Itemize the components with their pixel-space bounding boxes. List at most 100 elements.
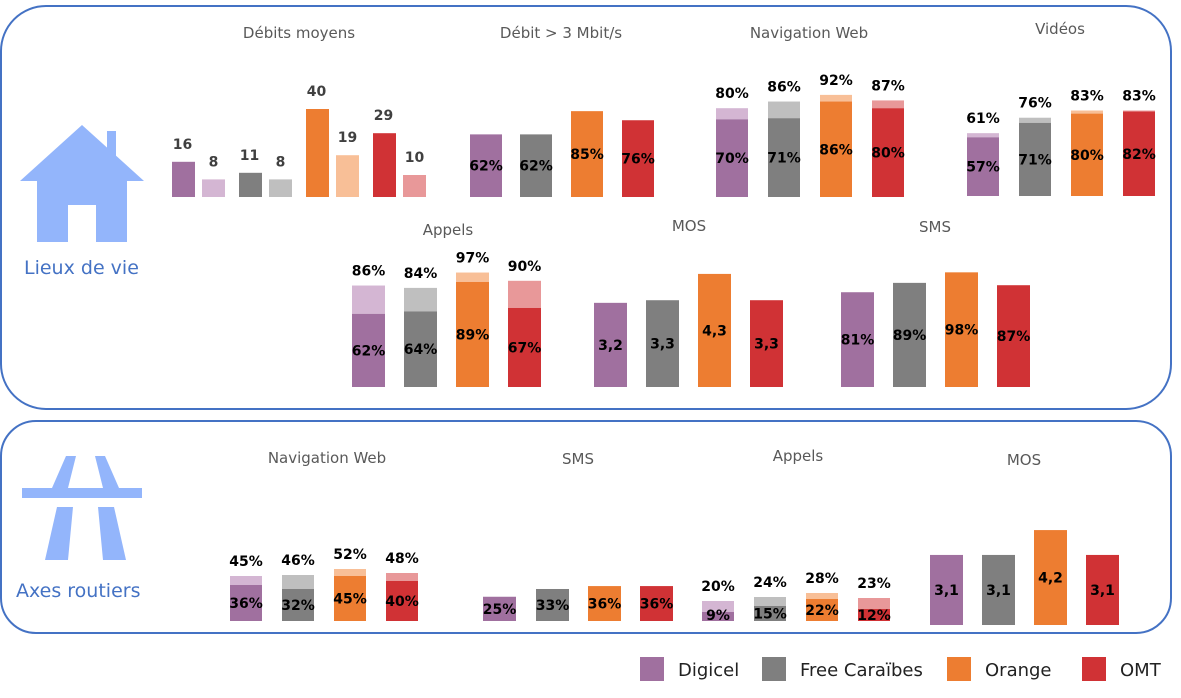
label-inner: 80%: [871, 146, 905, 162]
label-value: 33%: [536, 598, 570, 614]
label-inner: 36%: [229, 596, 263, 612]
bar-Digicel: [594, 302, 627, 387]
label-value: 36%: [640, 597, 674, 613]
label-value: 4,2: [1038, 571, 1063, 587]
bar-total-Orange: [806, 593, 838, 599]
label-inner: 89%: [456, 327, 490, 343]
bar-Free Caraïbes: [893, 282, 926, 387]
bar-inner-OMT: [872, 108, 904, 197]
label-total: 83%: [1070, 89, 1104, 105]
bar-inner-Digicel: [967, 137, 999, 196]
chart-appels1: Appels 86% 62% 84% 64% 97% 89% 90% 67%: [352, 221, 541, 387]
bar-total-Free Caraïbes: [404, 287, 437, 312]
bar-inner-Orange: [1071, 113, 1103, 196]
bar-inner-Free Caraïbes: [768, 118, 800, 197]
bar-total-Digicel: [230, 576, 262, 585]
label-value: 3,3: [754, 337, 779, 353]
bar-total-Free Caraïbes: [768, 101, 800, 119]
chart-sms2: SMS 25% 33% 36% 36%: [483, 450, 674, 621]
label-inner: 32%: [281, 598, 315, 614]
chart-title: Navigation Web: [268, 449, 386, 467]
chart-title: MOS: [672, 217, 706, 235]
label-value: 8: [276, 154, 286, 170]
label-value: 3,1: [934, 583, 959, 599]
label-inner: 86%: [819, 142, 853, 158]
label-value: 62%: [519, 159, 553, 175]
bar-total-OMT: [508, 280, 541, 308]
label-inner: 57%: [966, 160, 1000, 176]
label-value: 29: [374, 108, 393, 124]
label-total: 86%: [767, 80, 801, 96]
bar-Orange: [336, 155, 359, 197]
legend-label: Digicel: [678, 660, 739, 681]
label-value: 40: [307, 84, 327, 100]
label-total: 83%: [1122, 89, 1156, 105]
bar-inner-OMT: [1123, 111, 1155, 196]
label-total: 92%: [819, 73, 853, 89]
bar-OMT: [1086, 554, 1119, 625]
bar-Digicel: [202, 179, 225, 197]
label-value: 10: [405, 150, 425, 166]
label-inner: 71%: [767, 151, 801, 167]
section-frame-bottom: [0, 420, 1172, 634]
bar-OMT: [622, 120, 654, 197]
label-total: 23%: [857, 576, 891, 592]
bar-inner-Digicel: [352, 313, 385, 387]
chart-title: Débits moyens: [243, 24, 355, 42]
bar-Orange: [306, 109, 329, 197]
label-total: 97%: [456, 251, 490, 267]
bar-total-Orange: [334, 569, 366, 576]
bar-total-Digicel: [352, 285, 385, 314]
bar-Free Caraïbes: [646, 300, 679, 387]
chart-title: Appels: [773, 447, 824, 465]
bar-OMT: [997, 285, 1030, 387]
label-total: 45%: [229, 554, 263, 570]
label-value: 4,3: [702, 323, 727, 339]
chart-title: Appels: [423, 221, 474, 239]
legend-label: Free Caraïbes: [800, 660, 923, 681]
label-inner: 64%: [404, 342, 438, 358]
label-total: 76%: [1018, 96, 1052, 112]
label-total: 80%: [715, 86, 749, 102]
bar-total-OMT: [872, 100, 904, 109]
bar-Orange: [698, 273, 731, 387]
bar-OMT: [640, 586, 673, 621]
section-label-bottom: Axes routiers: [16, 580, 140, 602]
label-value: 19: [338, 130, 357, 146]
bar-total-OMT: [858, 598, 890, 609]
chart-title: Navigation Web: [750, 24, 868, 42]
legend-label: OMT: [1120, 660, 1162, 681]
label-value: 25%: [483, 602, 517, 618]
section-label-top: Lieux de vie: [24, 257, 139, 279]
bar-inner-Digicel: [716, 119, 748, 197]
label-value: 16: [173, 137, 192, 153]
bar-inner-Orange: [806, 599, 838, 621]
bar-Digicel: [470, 134, 502, 197]
label-value: 3,2: [598, 338, 623, 354]
bar-Digicel: [172, 161, 195, 197]
highway-icon: [22, 456, 142, 560]
chart-sms1: SMS 81% 89% 98% 87%: [841, 218, 1030, 387]
bar-Free Caraïbes: [520, 134, 552, 197]
bar-total-Free Caraïbes: [282, 575, 314, 589]
label-inner: 80%: [1070, 148, 1104, 164]
bar-Free Caraïbes: [239, 172, 262, 197]
bar-Free Caraïbes: [536, 588, 569, 621]
legend-swatch-Digicel: [640, 657, 664, 681]
bar-inner-Orange: [456, 281, 489, 387]
chart-videos: Vidéos 61% 57% 76% 71% 83% 80% 83% 82%: [966, 20, 1156, 196]
label-value: 36%: [588, 597, 622, 613]
label-inner: 15%: [753, 607, 787, 623]
bar-inner-Digicel: [702, 612, 734, 621]
label-inner: 82%: [1122, 147, 1156, 163]
legend-swatch-OMT: [1082, 657, 1106, 681]
bar-inner-OMT: [508, 307, 541, 387]
label-value: 76%: [621, 152, 655, 168]
label-total: 87%: [871, 78, 905, 94]
chart-title: MOS: [1007, 451, 1041, 469]
bar-inner-Orange: [334, 576, 366, 621]
bar-inner-Free Caraïbes: [404, 311, 437, 387]
label-total: 24%: [753, 575, 787, 591]
label-total: 48%: [385, 551, 419, 567]
